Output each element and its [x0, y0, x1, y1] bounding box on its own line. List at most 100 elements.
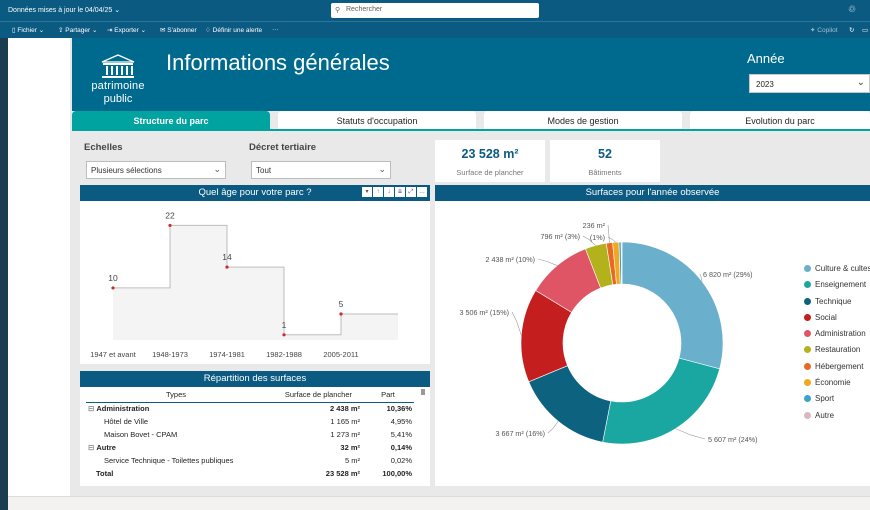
age-chart-title: Quel âge pour votre parc ? [80, 185, 430, 201]
copilot-button[interactable]: ✦ Copilot [810, 27, 838, 34]
top-bar: Données mises à jour le 04/04/25 ⌄ ⚲ Rec… [0, 0, 870, 21]
legend-item[interactable]: Autre [804, 411, 870, 427]
chevron-down-icon: ⌄ [856, 77, 865, 88]
legend-label: Enseignement [815, 280, 867, 290]
legend-item[interactable]: Administration [804, 329, 870, 345]
legend-item[interactable]: Culture & cultes [804, 264, 870, 280]
row-type-label: Autre [96, 443, 116, 452]
age-point[interactable] [225, 265, 229, 269]
more-options-button[interactable]: ··· [272, 26, 279, 33]
refresh-icon[interactable]: ↻ [849, 27, 855, 34]
file-menu[interactable]: ▯ Fichier ⌄ [12, 27, 45, 34]
legend-swatch [804, 265, 811, 272]
column-header-types[interactable]: Types [86, 388, 266, 403]
age-point[interactable] [168, 223, 172, 228]
total-part: 100,00% [382, 469, 412, 478]
donut-data-label: 236 m² [583, 221, 606, 230]
visual-header-icons: ▾ ↑ ↓ ⇊ ⤢… [361, 187, 427, 198]
legend-swatch [804, 395, 811, 403]
leader-line [607, 236, 616, 243]
legend-swatch [804, 411, 811, 419]
leader-line [582, 235, 596, 246]
collapse-icon[interactable]: ⊟ [88, 443, 97, 452]
echelles-dropdown[interactable]: Plusieurs sélections ⌄ [86, 161, 226, 179]
legend-swatch [804, 313, 811, 321]
column-header-surface[interactable]: Surface de plancher [266, 388, 362, 403]
drill-down-icon[interactable]: ↓ [384, 187, 394, 197]
expand-icon[interactable]: ⇊ [395, 187, 405, 197]
search-input[interactable]: ⚲ Rechercher [331, 3, 539, 18]
donut-data-label: 796 m² (3%) [540, 232, 580, 241]
age-data-label: 22 [165, 210, 175, 220]
tab-evolution-du-parc[interactable]: Evolution du parc [690, 111, 870, 130]
subscribe-button[interactable]: ✉ S'abonner [160, 27, 197, 34]
donut-slice[interactable] [621, 241, 724, 370]
comment-icon[interactable]: ▭ [862, 27, 869, 34]
age-x-tick-label: 2005-2011 [323, 350, 358, 359]
export-menu[interactable]: ⇥ Exporter ⌄ [107, 27, 147, 34]
surfaces-donut-chart: 6 820 m² (29%) 5 607 m² (24%) 3 667 m² (16… [459, 221, 758, 445]
drill-up-icon[interactable]: ↑ [373, 187, 383, 197]
row-surface: 1 165 m² [330, 417, 360, 426]
more-options-icon[interactable]: … [417, 187, 427, 197]
age-point[interactable] [111, 286, 115, 290]
donut-slice[interactable] [620, 241, 623, 285]
legend-item[interactable]: Restauration [804, 345, 870, 361]
logo-text-line1: patrimoine [91, 80, 145, 92]
notifications-icon[interactable]: ♲ [848, 4, 857, 14]
age-data-label: 14 [222, 252, 232, 262]
table-row[interactable]: Service Technique - Toilettes publiques 5… [86, 454, 414, 467]
collapse-icon[interactable]: ⊟ [88, 404, 97, 414]
legend-swatch [804, 362, 811, 370]
table-row[interactable]: Maison Bovet - CPAM 1 273 m² 5,41% [86, 428, 414, 441]
focus-mode-icon[interactable]: ⤢ [406, 187, 416, 197]
table-row[interactable]: ⊟ Autre 32 m² 0,14% [86, 441, 414, 454]
column-header-part[interactable]: Part [362, 388, 414, 403]
donut-data-label: 6 820 m² (29%) [703, 270, 753, 279]
legend-item[interactable]: Économie [804, 378, 870, 394]
kpi-batiments-card: 52 Bâtiments [550, 140, 660, 182]
tab-structure-du-parc[interactable]: Structure du parc [72, 111, 270, 130]
data-updated-label[interactable]: Données mises à jour le 04/04/25 ⌄ [8, 7, 121, 14]
leader-line [675, 428, 706, 440]
legend-swatch [804, 297, 811, 305]
legend-label: Social [815, 312, 837, 322]
table-row[interactable]: ⊟ Administration 2 438 m² 10,36% [86, 402, 414, 415]
legend-label: Restauration [815, 345, 861, 355]
total-surface: 23 528 m² [325, 469, 360, 478]
row-type: ⊟ Autre [86, 441, 266, 454]
age-x-tick-label: 1974-1981 [209, 350, 245, 359]
age-data-label: 5 [339, 299, 344, 309]
legend-item[interactable]: Social [804, 313, 870, 329]
table-scrollbar[interactable] [421, 389, 425, 395]
year-dropdown[interactable]: 2023 ⌄ [749, 74, 870, 93]
row-type: ⊟ Administration [86, 402, 266, 415]
legend-item[interactable]: Hébergement [804, 362, 870, 378]
age-point[interactable] [339, 312, 343, 316]
age-point[interactable] [282, 333, 286, 337]
table-row[interactable]: Hôtel de Ville 1 165 m² 4,95% [86, 415, 414, 428]
row-surface: 32 m² [340, 443, 360, 452]
donut-slice[interactable] [602, 357, 720, 445]
building-icon [101, 54, 135, 78]
chevron-down-icon: ⌄ [213, 164, 221, 174]
legend-item[interactable]: Sport [804, 394, 870, 410]
tab-underline [72, 129, 870, 131]
legend-label: Économie [815, 378, 851, 388]
legend-swatch [804, 379, 811, 387]
table-total-row: Total 23 528 m² 100,00% [86, 467, 414, 480]
share-menu[interactable]: ⇪ Partager ⌄ [58, 27, 98, 34]
echelles-label: Echelles [84, 142, 123, 153]
legend-item[interactable]: Enseignement [804, 280, 870, 296]
age-data-label: 1 [282, 320, 287, 330]
kpi-batiments-label: Bâtiments [588, 168, 622, 177]
legend-item[interactable]: Technique [804, 297, 870, 313]
set-alert-button[interactable]: ♢ Définir une alerte [205, 27, 263, 34]
decret-tertiaire-dropdown[interactable]: Tout ⌄ [251, 161, 391, 179]
filter-icon[interactable]: ▾ [362, 187, 372, 197]
legend-label: Culture & cultes [815, 264, 870, 273]
tab-modes-de-gestion[interactable]: Modes de gestion [484, 111, 682, 130]
tab-statuts-occupation[interactable]: Statuts d'occupation [278, 111, 476, 130]
kpi-surface-card: 23 528 m² Surface de plancher [435, 140, 545, 182]
donut-legend: Culture & cultes Enseignement Technique Soc… [804, 264, 870, 427]
